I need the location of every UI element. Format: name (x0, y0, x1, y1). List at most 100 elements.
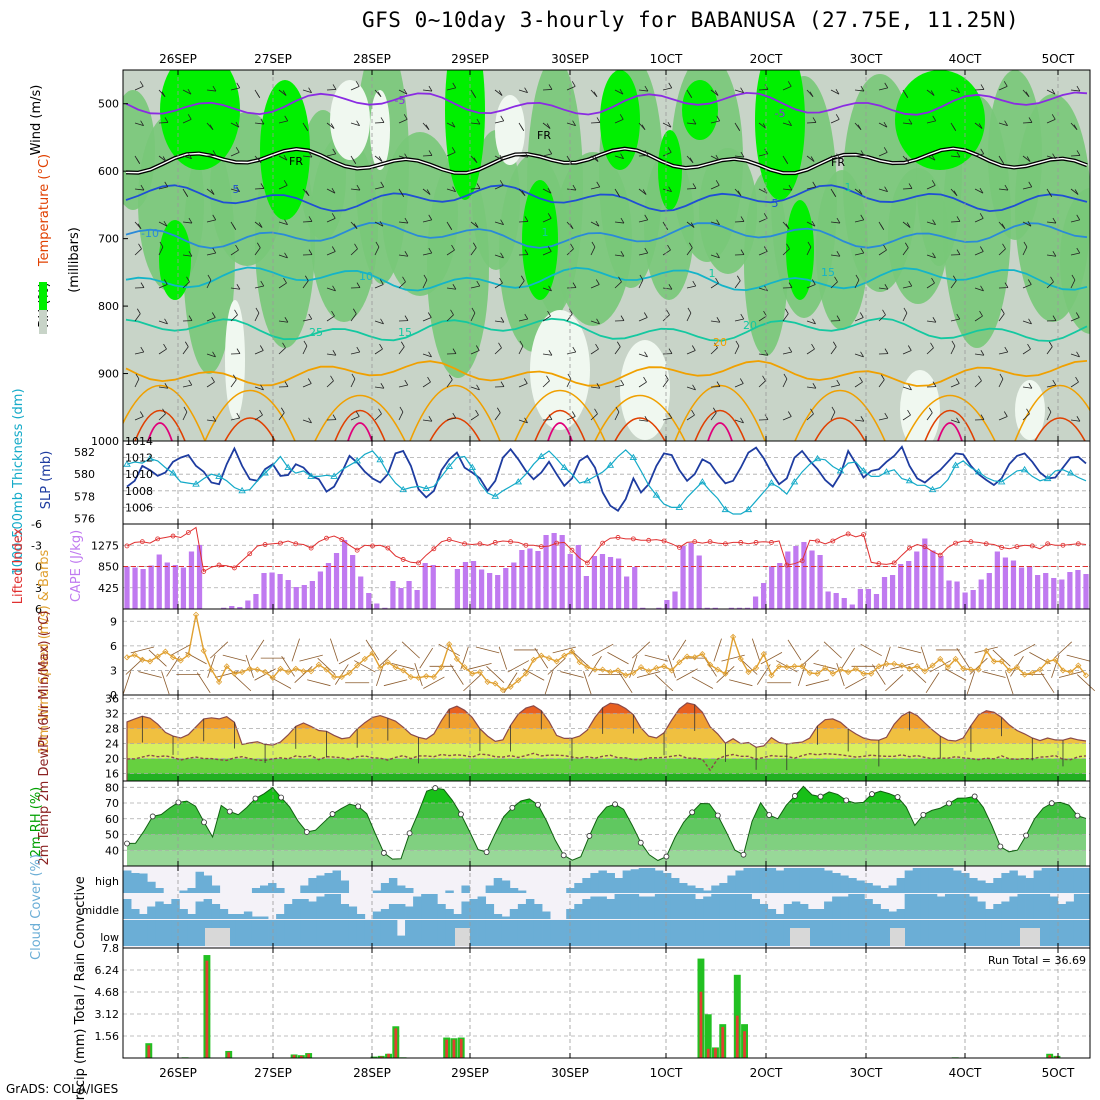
wind-barb (607, 652, 629, 665)
cloud-middle-bar (816, 909, 825, 919)
cloud-high-bar (195, 871, 204, 893)
thickness-marker (330, 472, 338, 479)
wind-barb (974, 353, 984, 356)
temp-tick-label: 28 (105, 723, 119, 736)
cloud-middle-bar (759, 904, 769, 919)
wind-marker (814, 670, 821, 677)
wind-marker (768, 672, 775, 679)
cape-bar (914, 551, 920, 609)
date-tick-top: 4OCT (949, 52, 982, 66)
wind-barb-flag (212, 247, 217, 254)
wind-barb (446, 287, 456, 290)
thickness-marker (468, 463, 477, 471)
wind-barb (423, 676, 445, 689)
wind-barb (1070, 219, 1080, 223)
cloud-middle-bar (936, 896, 946, 919)
wind-marker (914, 663, 921, 670)
cloud-low-bar (405, 920, 414, 946)
wind-barb-flag (183, 406, 188, 413)
wind-barb (686, 414, 695, 421)
wind-barb-flag (716, 317, 721, 323)
date-tick-top: 27SEP (254, 52, 292, 66)
cloud-low-bar (727, 920, 736, 946)
cloud-middle-bar (799, 904, 809, 919)
wind-barb (638, 188, 647, 195)
wind-barb-flag (232, 224, 237, 230)
thickness-marker (721, 505, 730, 513)
wind-barb (782, 122, 792, 127)
rh2m-marker (817, 793, 824, 800)
wind-barb-flag (956, 151, 961, 158)
wind-barb-flag (356, 184, 361, 191)
cloud-low-bar (993, 920, 1002, 946)
wind-barb (278, 221, 288, 226)
wind-barb-flag (762, 375, 766, 382)
wind-barb (383, 679, 408, 687)
wind-barb (686, 221, 695, 228)
wind-barb-flag (810, 156, 815, 162)
wind-barb (278, 347, 286, 355)
wind-marker (438, 664, 445, 671)
cape-bar (624, 576, 630, 609)
rh2m-marker (869, 791, 875, 797)
wind-barb (638, 419, 648, 422)
wind-barb (662, 188, 672, 193)
cape-bar (801, 542, 807, 609)
wind-barb (1022, 386, 1032, 389)
wind-barb (134, 188, 144, 191)
li-marker (139, 539, 145, 545)
wind-barb (1022, 246, 1028, 256)
wind-barb-flag (352, 158, 357, 164)
cloud-middle-bar (864, 899, 873, 919)
wind-barb (374, 320, 384, 325)
wind-barb (966, 671, 976, 695)
wind-barb-flag (788, 120, 792, 126)
cloud-high-bar (501, 880, 511, 893)
cloud-high-bar (598, 870, 607, 893)
cloud-low-bar (123, 920, 132, 946)
li-marker (446, 537, 452, 542)
precip-conv-bar (1055, 1056, 1059, 1058)
wind-barb (134, 351, 144, 355)
wind-barb (902, 414, 911, 421)
wind-barb (854, 89, 864, 92)
wind-barb (729, 679, 753, 687)
wind-barb (751, 638, 761, 662)
cloud-high-bar (1033, 870, 1043, 893)
cloud-middle-bar (251, 916, 261, 919)
cape-bar (132, 567, 138, 609)
wind-barb-flag (956, 216, 961, 222)
wind-barb (446, 151, 456, 157)
cloud-high-bar (695, 888, 704, 893)
wind-barb (1076, 674, 1096, 692)
series-thickness (126, 449, 1087, 515)
thickness-marker (215, 472, 223, 479)
y-axis-label-thickness: 1000-500mb Thickness (dm) (11, 388, 26, 575)
wind-barb (902, 386, 912, 391)
wind-barb-flag (162, 156, 167, 162)
wind-barb-flag (500, 317, 505, 323)
cloud-low-bar (364, 920, 374, 946)
wind-barb-flag (618, 276, 622, 283)
wind-barb-flag (1028, 117, 1033, 123)
li-marker (201, 569, 207, 574)
cloud-low-bar (638, 920, 648, 946)
cloud-high-bar (646, 868, 656, 893)
wind-barb (590, 221, 600, 227)
wind-barb-flag (643, 312, 648, 318)
wind-barb-flag (832, 191, 837, 197)
slp-tick-label: 1010 (125, 468, 153, 481)
cloud-middle-bar (461, 901, 470, 919)
cloud-low-bar (268, 920, 277, 946)
wind-barb-flag (860, 214, 865, 221)
cape-bar (640, 607, 646, 609)
wind-marker (308, 668, 315, 675)
wind-barb-flag (1002, 243, 1006, 250)
cloud-high-bar (670, 878, 680, 893)
precip-tick-label: 3.12 (95, 1008, 120, 1021)
cloud-middle-bar (179, 909, 188, 919)
wind-barb-flag (378, 408, 382, 415)
footer-credit: GrADS: COLA/IGES (6, 1082, 119, 1096)
cloud-high-bar (751, 868, 761, 893)
cape-bar (1026, 566, 1033, 609)
